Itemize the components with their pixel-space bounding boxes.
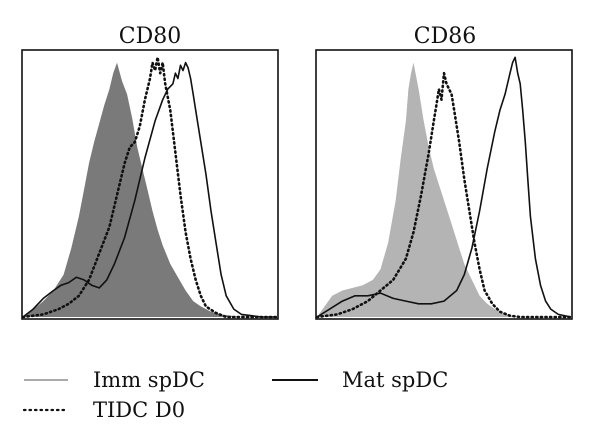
cd86-series-mat-spdc-line — [316, 56, 572, 318]
legend-label-tidc-d0: TIDC D0 — [93, 398, 185, 422]
cd86-panel: CD86 — [315, 24, 573, 320]
legend-label-mat-spdc: Mat spDC — [342, 368, 448, 392]
cd80-series-imm-spdc-area — [23, 62, 277, 317]
cd80-series-tidc-d0-line — [21, 56, 279, 319]
cd86-plot-frame — [315, 49, 573, 320]
legend: Imm spDC Mat spDC TIDC D0 — [22, 368, 448, 422]
cd80-panel-title: CD80 — [119, 24, 181, 49]
legend-item-mat-spdc: Mat spDC — [272, 368, 448, 392]
cd80-plot-frame — [21, 49, 279, 320]
legend-item-imm-spdc: Imm spDC — [24, 368, 205, 392]
legend-label-imm-spdc: Imm spDC — [93, 368, 205, 392]
cd80-panel: CD80 — [21, 24, 279, 320]
cd80-series-mat-spdc-line — [22, 61, 277, 318]
cd86-series-tidc-d0-line — [315, 71, 573, 319]
legend-item-tidc-d0: TIDC D0 — [22, 398, 185, 422]
cd80-plot-area — [21, 56, 279, 319]
cd86-plot-area — [315, 56, 573, 319]
cd86-panel-title: CD86 — [414, 24, 476, 49]
cd86-series-imm-spdc-area — [317, 62, 571, 317]
